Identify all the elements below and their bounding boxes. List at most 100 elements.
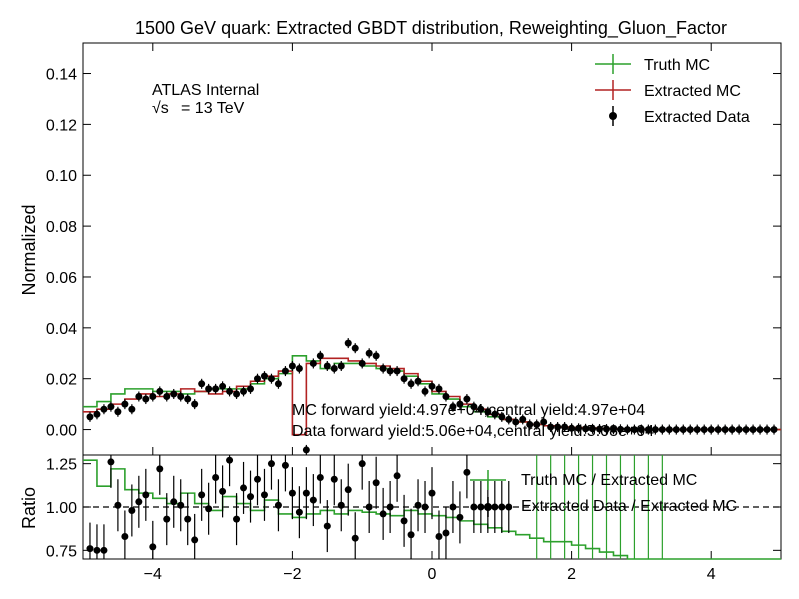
data-point bbox=[428, 382, 436, 390]
ratio-data-point bbox=[93, 546, 101, 554]
data-point bbox=[198, 380, 206, 388]
data-yield-annotation: Data forward yield:5.06e+04,central yiel… bbox=[292, 423, 654, 440]
data-point bbox=[658, 426, 666, 434]
data-point bbox=[616, 425, 624, 433]
ratio-legend: Truth MC / Extracted MC Extracted Data /… bbox=[470, 470, 737, 517]
ratio-data-point bbox=[274, 501, 282, 509]
main-ytick-label: 0.04 bbox=[46, 321, 77, 338]
data-point bbox=[533, 420, 541, 428]
data-point bbox=[735, 426, 743, 434]
ratio-ytick-label: 1.25 bbox=[46, 457, 77, 474]
data-point bbox=[651, 426, 659, 434]
data-point bbox=[288, 362, 296, 370]
data-point bbox=[156, 387, 164, 395]
legend-entry-truth-ratio: Truth MC / Extracted MC bbox=[470, 470, 697, 490]
data-point bbox=[344, 339, 352, 347]
data-point bbox=[435, 385, 443, 393]
data-point bbox=[163, 393, 171, 401]
data-point bbox=[449, 403, 457, 411]
ratio-data-point bbox=[240, 484, 248, 492]
data-point bbox=[226, 387, 234, 395]
data-point bbox=[491, 410, 499, 418]
data-point bbox=[372, 352, 380, 360]
data-point bbox=[337, 362, 345, 370]
ratio-data-point bbox=[337, 501, 345, 509]
ratio-data-point bbox=[212, 474, 220, 482]
ratio-data-point bbox=[163, 515, 171, 523]
data-point bbox=[672, 426, 680, 434]
data-point bbox=[442, 393, 450, 401]
ratio-data-point bbox=[267, 460, 275, 468]
data-point bbox=[407, 380, 415, 388]
ratio-ytick-label: 0.75 bbox=[46, 543, 77, 560]
legend-entry-extracted-data: Extracted Data bbox=[609, 106, 750, 126]
main-ytick-label: 0.02 bbox=[46, 372, 77, 389]
ratio-data-point bbox=[470, 503, 478, 511]
data-point bbox=[379, 365, 387, 373]
ratio-data-point bbox=[463, 468, 471, 476]
legend-label-extracted-data: Extracted Data bbox=[644, 109, 750, 126]
data-point bbox=[421, 387, 429, 395]
ratio-xtick-label: 2 bbox=[567, 566, 576, 583]
legend-entry-extracted-mc: Extracted MC bbox=[595, 80, 741, 100]
ratio-data-point bbox=[442, 529, 450, 537]
ratio-data-point bbox=[156, 465, 164, 473]
ratio-data-point bbox=[435, 532, 443, 540]
ratio-data-point bbox=[400, 517, 408, 525]
ratio-ylabel: Ratio bbox=[19, 487, 39, 529]
data-point bbox=[623, 426, 631, 434]
ratio-data-point bbox=[149, 543, 157, 551]
ratio-data-point bbox=[100, 546, 108, 554]
ratio-data-point bbox=[288, 489, 296, 497]
data-point bbox=[393, 367, 401, 375]
data-point bbox=[142, 395, 150, 403]
data-point bbox=[233, 390, 241, 398]
data-point bbox=[219, 382, 227, 390]
data-point bbox=[149, 393, 157, 401]
main-ytick-label: 0.14 bbox=[46, 67, 77, 84]
ratio-data-point bbox=[260, 491, 268, 499]
ratio-data-point bbox=[456, 513, 464, 521]
data-point bbox=[281, 367, 289, 375]
ratio-data-point bbox=[316, 474, 324, 482]
data-point bbox=[240, 387, 248, 395]
ratio-data-point bbox=[226, 456, 234, 464]
ratio-plot: 0.75 1.00 1.25 −4 −2 0 2 4 bbox=[46, 454, 782, 583]
data-point bbox=[86, 413, 94, 421]
data-point bbox=[519, 415, 527, 423]
main-ytick-label: 0.12 bbox=[46, 117, 77, 134]
data-point bbox=[644, 426, 652, 434]
ratio-data-point bbox=[344, 486, 352, 494]
data-point bbox=[693, 426, 701, 434]
ratio-data-point bbox=[309, 496, 317, 504]
main-ytick-label: 0.00 bbox=[46, 423, 77, 440]
ratio-xtick-label: −4 bbox=[144, 566, 162, 583]
data-point bbox=[561, 423, 569, 431]
ratio-data-point bbox=[177, 501, 185, 509]
legend-label-extracted-mc: Extracted MC bbox=[644, 83, 741, 100]
ratio-data-point bbox=[254, 475, 261, 483]
data-point bbox=[484, 408, 492, 416]
ratio-xtick-label: 0 bbox=[428, 566, 437, 583]
data-point bbox=[609, 425, 617, 433]
ratio-data-point bbox=[191, 536, 199, 544]
ratio-data-point bbox=[135, 498, 143, 506]
data-point bbox=[456, 400, 464, 408]
ratio-xtick-label: 4 bbox=[707, 566, 716, 583]
ratio-data-point bbox=[170, 498, 178, 506]
data-point bbox=[316, 352, 324, 360]
legend-label-truth-ratio: Truth MC / Extracted MC bbox=[521, 472, 697, 489]
ratio-data-point bbox=[414, 501, 422, 509]
ratio-data-point bbox=[379, 510, 387, 518]
main-ytick-label: 0.06 bbox=[46, 270, 77, 287]
data-point bbox=[114, 408, 122, 416]
data-point bbox=[184, 395, 192, 403]
data-point bbox=[728, 426, 736, 434]
data-point bbox=[498, 413, 506, 421]
ratio-data-point bbox=[449, 503, 457, 511]
data-point bbox=[582, 425, 590, 433]
data-point bbox=[212, 385, 220, 393]
ratio-data-point bbox=[323, 522, 331, 530]
ratio-data-point bbox=[128, 506, 136, 514]
ratio-data-point bbox=[233, 515, 241, 523]
